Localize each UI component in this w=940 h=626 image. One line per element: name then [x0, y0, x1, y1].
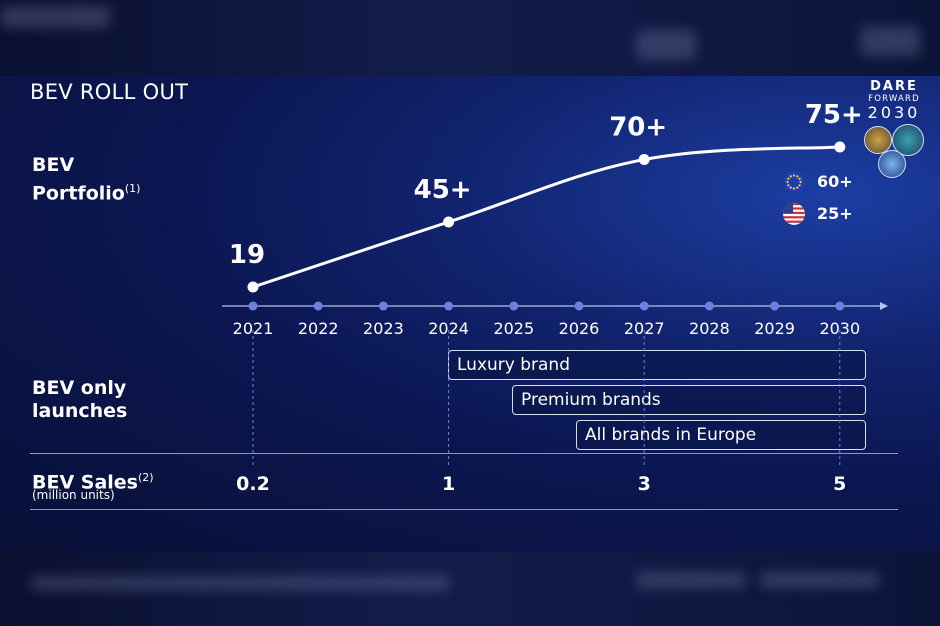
us-flag-icon [783, 203, 805, 225]
year-tick-label: 2026 [559, 319, 600, 338]
timeline-dot-2024 [444, 301, 454, 311]
year-tick-label: 2027 [624, 319, 665, 338]
timeline-dot-2025 [509, 301, 519, 311]
timeline-arrow-icon [880, 302, 888, 310]
us-count: 25+ [817, 204, 853, 223]
year-tick-label: 2021 [233, 319, 274, 338]
portfolio-value-label: 45+ [414, 175, 472, 205]
portfolio-point-2024 [443, 216, 455, 228]
timeline-dot-2029 [770, 301, 780, 311]
eu-flag-icon [783, 171, 805, 193]
year-tick-label: 2030 [819, 319, 860, 338]
timeline-dot-2022 [313, 301, 323, 311]
year-tick-label: 2025 [493, 319, 534, 338]
launch-bar-luxury: Luxury brand [448, 350, 866, 380]
background-blur-top [0, 0, 940, 76]
bev-rollout-slide: BEV ROLL OUT DARE FORWARD 2030 BEV Portf… [0, 76, 940, 552]
dare-forward-logo: DARE FORWARD 2030 [862, 79, 926, 122]
logo-line-1: DARE [870, 79, 918, 94]
year-tick-label: 2029 [754, 319, 795, 338]
portfolio-value-label: 70+ [609, 113, 667, 143]
timeline-dot-2028 [704, 301, 714, 311]
launches-label-line-2: launches [32, 400, 128, 422]
strategy-badges-icon [862, 124, 926, 180]
portfolio-point-2030 [834, 141, 846, 153]
sales-value-2030: 5 [833, 473, 846, 495]
launch-bar-all-brands-europe: All brands in Europe [576, 420, 866, 450]
logo-line-3: 2030 [867, 103, 921, 122]
row-divider-top [30, 453, 898, 454]
bev-portfolio-label: BEV Portfolio(1) [32, 154, 140, 205]
timeline-dot-2021 [248, 301, 258, 311]
timeline-dot-2030 [835, 301, 845, 311]
background-blur-bottom [0, 552, 940, 626]
launch-bar-premium: Premium brands [512, 385, 866, 415]
year-tick-label: 2022 [298, 319, 339, 338]
portfolio-point-2027 [638, 154, 650, 165]
sales-footnote: (2) [138, 471, 154, 484]
portfolio-value-label: 19 [229, 240, 265, 270]
sales-label-text: BEV Sales [32, 471, 138, 494]
year-tick-label: 2024 [428, 319, 469, 338]
year-tick-label: 2028 [689, 319, 730, 338]
bev-portfolio-chart: 2021 2022 2023 2024 2025 2026 2027 2028 2029 2030… [222, 100, 888, 495]
timeline-dot-2023 [378, 301, 388, 311]
europe-count: 60+ [817, 172, 853, 191]
portfolio-point-2021 [247, 281, 259, 293]
portfolio-label-line-1: BEV [32, 154, 75, 176]
bev-only-launches-label: BEV only launches [32, 377, 127, 423]
portfolio-footnote: (1) [124, 182, 141, 195]
portfolio-label-line-2: Portfolio [32, 182, 125, 205]
bev-sales-label: BEV Sales(2) [32, 466, 154, 494]
portfolio-value-label: 75+ [805, 100, 863, 130]
launches-label-line-1: BEV only [32, 377, 127, 399]
sales-value-2027: 3 [638, 473, 651, 495]
timeline-dot-2027 [639, 301, 649, 311]
sales-unit-label: (million units) [32, 488, 115, 502]
year-tick-label: 2023 [363, 319, 404, 338]
portfolio-line [252, 145, 840, 289]
sales-value-2021: 0.2 [236, 473, 270, 495]
slide-title: BEV ROLL OUT [30, 80, 189, 104]
timeline-dot-2026 [574, 301, 584, 311]
sales-value-2024: 1 [442, 473, 455, 495]
row-divider-bottom [30, 509, 898, 510]
logo-line-2: FORWARD [868, 94, 920, 104]
